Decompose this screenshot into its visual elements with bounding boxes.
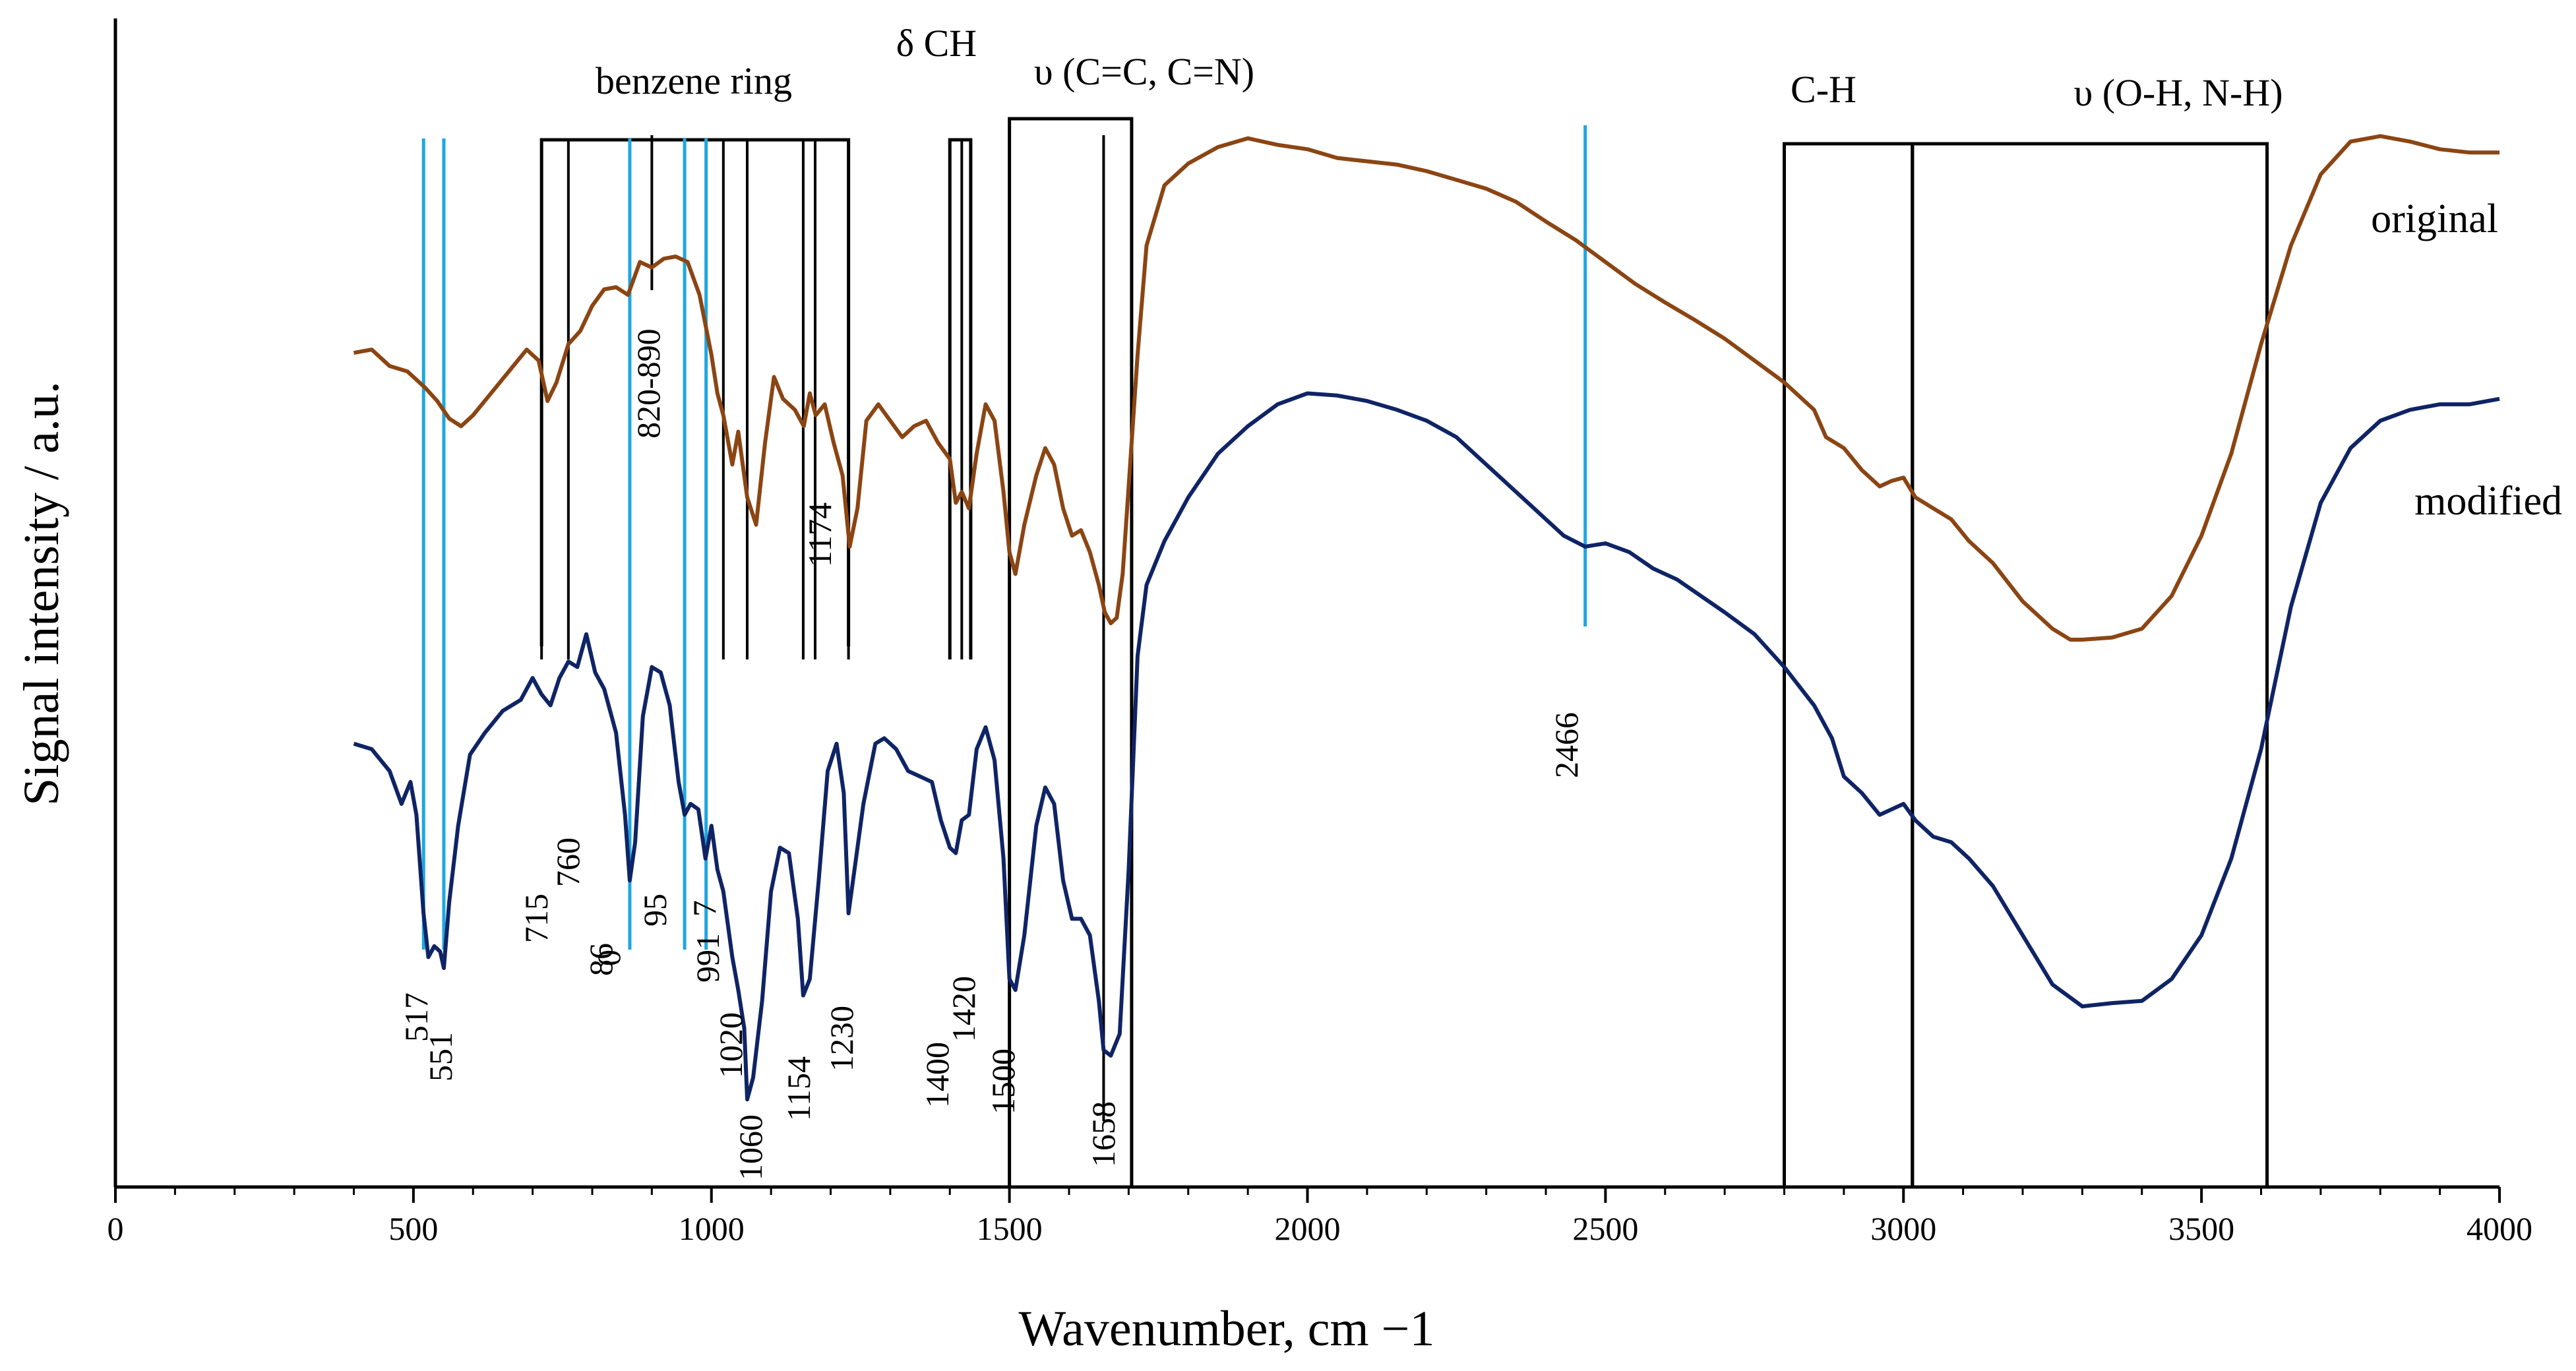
group-box [1008,117,1134,1189]
peak-label-991: 991 [689,933,726,983]
peak-label-1060: 1060 [732,1114,769,1180]
peak-label-1230: 1230 [823,1006,860,1072]
peak-label-7: 7 [686,900,723,917]
peak-label-1020: 1020 [712,1012,749,1078]
x-tick-label: 2000 [1275,1210,1341,1247]
peak-label-820-890: 820-890 [630,328,667,439]
peak-label-1174: 1174 [801,503,838,567]
group-label-oh-nh: υ (O-H, N-H) [2073,71,2283,114]
peak-label-86: 86 [582,943,619,976]
x-tick-label: 4000 [2467,1210,2532,1247]
group-label-cc-cn: υ (C=C, C=N) [1034,50,1254,93]
group-box [1911,142,2269,1189]
peak-label-760: 760 [549,838,586,887]
x-tick-label: 0 [107,1210,124,1247]
peak-label-95: 95 [636,894,673,927]
x-tick-label: 1500 [977,1210,1043,1247]
trace-label-modified: modified [2414,479,2562,524]
x-axis-title: Wavenumber, cm −1 [1019,1301,1435,1356]
y-axis-title: Signal intensity / a.u. [14,381,69,806]
group-box [1783,142,1915,1189]
peak-label-1500: 1500 [985,1049,1022,1114]
group-label-delta-ch: δ CH [896,22,977,65]
x-tick-label: 3000 [1870,1210,1936,1247]
peak-label-1658: 1658 [1085,1101,1122,1167]
x-tick-label: 1000 [679,1210,745,1247]
trace-label-original: original [2371,197,2498,241]
peak-label-551: 551 [422,1032,459,1082]
peak-label-1420: 1420 [945,976,982,1042]
peak-label-0: 0 [590,950,627,966]
peak-label-2466: 2466 [1548,712,1585,778]
peak-label-715: 715 [518,894,555,943]
x-tick-label: 500 [388,1210,438,1247]
peak-label-517: 517 [398,992,435,1042]
group-label-benzene-ring: benzene ring [596,59,792,102]
group-box [948,138,973,659]
peak-label-1400: 1400 [919,1042,956,1108]
x-tick-label: 2500 [1572,1210,1638,1247]
series-original-line [353,134,2499,642]
x-tick-label: 3500 [2168,1210,2234,1247]
group-label-ch: C-H [1791,68,1856,111]
peak-label-1154: 1154 [780,1056,817,1121]
series-modified-line [353,391,2500,1102]
